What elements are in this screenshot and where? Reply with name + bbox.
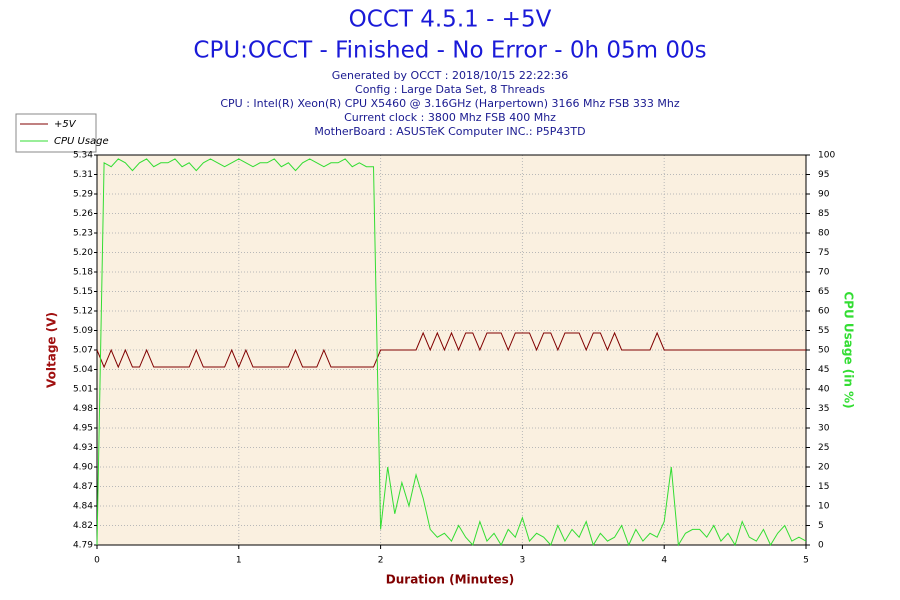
y-tick-label: 5.12 — [73, 307, 93, 317]
y2-tick-label: 0 — [818, 541, 824, 551]
y-tick-label: 5.15 — [73, 287, 93, 297]
y-tick-label: 5.29 — [73, 190, 93, 200]
y-tick-label: 5.26 — [73, 209, 93, 219]
y-tick-label: 4.93 — [73, 443, 93, 453]
y-tick-label: 4.82 — [73, 521, 93, 531]
chart-title: OCCT 4.5.1 - +5V — [349, 7, 552, 33]
x-axis-label: Duration (Minutes) — [386, 573, 514, 587]
x-tick-label: 5 — [803, 556, 809, 566]
y2-tick-label: 95 — [818, 170, 829, 180]
y-tick-label: 5.07 — [73, 346, 93, 356]
y-tick-label: 4.95 — [73, 424, 93, 434]
y-tick-label: 4.84 — [73, 502, 93, 512]
y-tick-label: 5.04 — [73, 365, 93, 375]
y2-tick-label: 90 — [818, 190, 830, 200]
y-tick-label: 4.90 — [73, 463, 93, 473]
y-tick-label: 4.87 — [73, 482, 93, 492]
info-line: CPU : Intel(R) Xeon(R) CPU X5460 @ 3.16G… — [220, 97, 680, 110]
y2-tick-label: 80 — [818, 229, 830, 239]
info-line: Current clock : 3800 Mhz FSB 400 Mhz — [344, 111, 556, 124]
y-tick-label: 5.01 — [73, 385, 93, 395]
y2-tick-label: 70 — [818, 268, 830, 278]
y2-tick-label: 5 — [818, 521, 824, 531]
y2-tick-label: 75 — [818, 248, 829, 258]
y-tick-label: 4.98 — [73, 404, 93, 414]
info-line: MotherBoard : ASUSTeK Computer INC.: P5P… — [314, 125, 585, 138]
y2-tick-label: 50 — [818, 346, 830, 356]
y-tick-label: 4.79 — [73, 541, 93, 551]
x-tick-label: 0 — [94, 556, 100, 566]
y-tick-label: 5.20 — [73, 248, 93, 258]
y-tick-label: 5.09 — [73, 326, 93, 336]
y-axis-label: Voltage (V) — [45, 312, 59, 388]
chart-subtitle: CPU:OCCT - Finished - No Error - 0h 05m … — [193, 38, 706, 64]
y2-tick-label: 20 — [818, 463, 830, 473]
legend — [15, 113, 97, 153]
x-tick-label: 4 — [661, 556, 667, 566]
y2-tick-label: 15 — [818, 482, 829, 492]
y-tick-label: 5.23 — [73, 229, 93, 239]
y2-tick-label: 65 — [818, 287, 829, 297]
x-tick-label: 2 — [378, 556, 384, 566]
y2-tick-label: 55 — [818, 326, 829, 336]
y2-tick-label: 10 — [818, 502, 830, 512]
y2-tick-label: 35 — [818, 404, 829, 414]
y2-tick-label: 85 — [818, 209, 829, 219]
y-tick-label: 5.31 — [73, 170, 93, 180]
y2-tick-label: 40 — [818, 385, 830, 395]
series-line — [96, 158, 807, 547]
info-line: Config : Large Data Set, 8 Threads — [355, 83, 545, 96]
y2-tick-label: 30 — [818, 424, 830, 434]
y2-tick-label: 100 — [818, 151, 835, 161]
y2-tick-label: 45 — [818, 365, 829, 375]
y-tick-label: 5.18 — [73, 268, 93, 278]
x-tick-label: 1 — [236, 556, 242, 566]
y2-tick-label: 60 — [818, 307, 830, 317]
y-tick-label: 5.34 — [73, 151, 93, 161]
info-line: Generated by OCCT : 2018/10/15 22:22:36 — [332, 69, 569, 82]
y2-tick-label: 25 — [818, 443, 829, 453]
y2-axis-label: CPU Usage (in %) — [842, 291, 856, 408]
legend-label: +5V — [54, 119, 77, 130]
x-tick-label: 3 — [520, 556, 526, 566]
legend-label: CPU Usage — [54, 136, 109, 147]
series-line — [96, 331, 806, 369]
